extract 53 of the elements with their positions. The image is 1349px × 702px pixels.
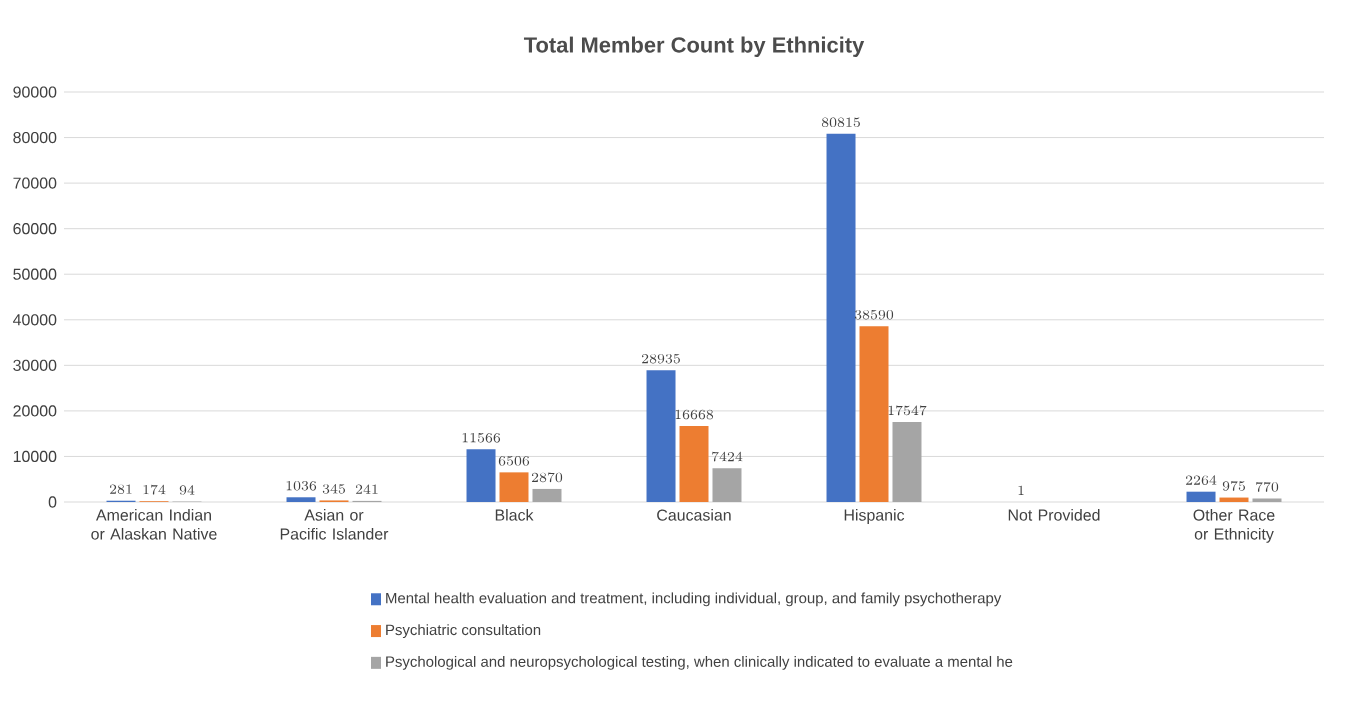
data-label: 2264: [1186, 475, 1217, 485]
data-label: 7424: [712, 451, 743, 462]
y-tick-label: 80000: [13, 131, 57, 144]
data-label: 28935: [642, 353, 680, 364]
x-tick-label: Hispanic: [844, 509, 905, 524]
data-label: 80815: [821, 117, 860, 128]
data-label: 17547: [888, 405, 927, 416]
bar: [286, 497, 316, 502]
bar: [859, 326, 889, 502]
bar: [1186, 491, 1216, 502]
bar: [646, 370, 676, 502]
data-label: 16668: [675, 409, 714, 420]
y-tick-label: 10000: [13, 450, 57, 463]
legend-label: Psychological and neuropsychological testing, when clinically indicated to evaluate a mental he: [386, 655, 1013, 670]
bar: [826, 133, 856, 502]
x-tick-label: Caucasian: [657, 509, 731, 521]
y-tick-label: 20000: [13, 405, 57, 417]
bar: [499, 472, 529, 502]
data-label: 241: [355, 484, 378, 494]
x-tick-label: Black: [495, 509, 534, 521]
data-label: 281: [109, 484, 132, 494]
data-label: 770: [1256, 482, 1279, 492]
data-label: 11566: [462, 433, 501, 443]
data-label: 2870: [531, 472, 563, 483]
data-label: 6506: [498, 456, 530, 466]
y-tick-label: 30000: [13, 359, 57, 371]
bar: [1219, 497, 1249, 502]
y-tick-label: 50000: [13, 268, 57, 280]
data-label: 1036: [286, 480, 317, 491]
y-tick-label: 70000: [13, 177, 57, 189]
data-label: 94: [179, 485, 195, 495]
bar: [466, 449, 496, 502]
x-tick-label: Not Provided: [1008, 509, 1100, 521]
bar: [892, 422, 922, 502]
bar: [712, 468, 742, 502]
chart-title: Total Member Count by Ethnicity: [523, 36, 865, 57]
legend-label: Mental health evaluation and treatment, including individual, group, and family psychotherapy: [386, 592, 1002, 607]
data-label: 345: [322, 483, 345, 494]
x-tick-label: Asian or Pacific Islander: [280, 509, 389, 540]
data-label: 174: [143, 484, 166, 495]
y-tick-label: 60000: [13, 223, 57, 235]
data-label: 1: [1018, 485, 1024, 495]
y-tick-label: 90000: [13, 86, 57, 98]
bar: [679, 426, 709, 502]
bar: [532, 488, 562, 502]
data-label: 38590: [854, 309, 894, 320]
legend-label: Psychiatric consultation: [386, 624, 541, 639]
data-label: 975: [1222, 481, 1245, 491]
x-tick-label: Other Race or Ethnicity: [1193, 509, 1275, 543]
y-tick-label: 40000: [13, 314, 57, 326]
bar: [1252, 498, 1282, 502]
y-tick-label: 0: [48, 496, 57, 508]
x-tick-label: American Indian or Alaskan Native: [91, 509, 217, 540]
